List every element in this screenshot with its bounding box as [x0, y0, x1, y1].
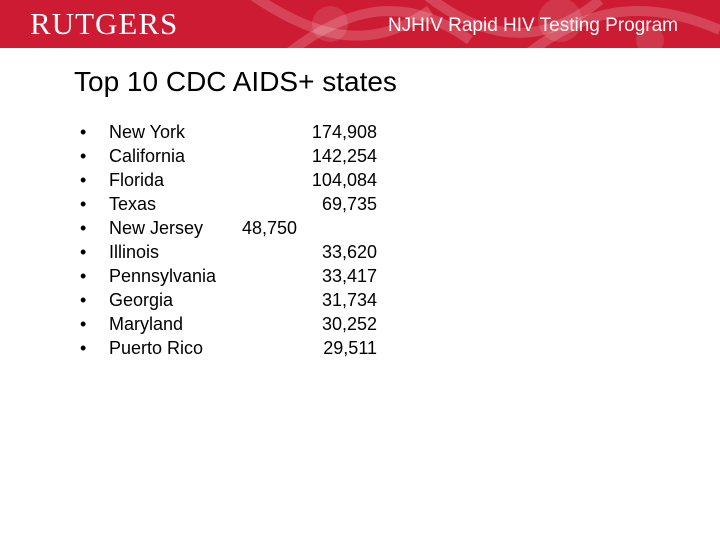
state-value: 33,620: [321, 242, 377, 262]
state-value: 33,417: [321, 266, 377, 286]
state-name: New Jersey: [109, 218, 204, 238]
state-row: • Florida 104,084: [80, 168, 400, 192]
state-name: Pennsylvania: [109, 266, 217, 286]
bullet-icon: •: [80, 218, 87, 238]
state-name: Maryland: [109, 314, 184, 334]
bullet-icon: •: [80, 266, 87, 286]
state-name: Puerto Rico: [109, 338, 204, 358]
program-title: NJHIV Rapid HIV Testing Program: [387, 15, 678, 36]
state-value: 48,750: [242, 218, 298, 238]
state-list: • New York 174,908 • California 142,254 …: [80, 120, 400, 360]
state-value: 174,908: [311, 122, 377, 142]
state-row: • Maryland 30,252: [80, 312, 400, 336]
bullet-icon: •: [80, 122, 87, 142]
state-value: 31,734: [321, 290, 377, 310]
state-name: Texas: [109, 194, 157, 214]
slide-title: Top 10 CDC AIDS+ states: [74, 66, 397, 97]
bullet-icon: •: [80, 338, 87, 358]
state-value: 142,254: [311, 146, 377, 166]
bullet-icon: •: [80, 146, 87, 166]
state-value: 69,735: [321, 194, 377, 214]
bullet-icon: •: [80, 242, 87, 262]
bullet-icon: •: [80, 170, 87, 190]
state-row: • Georgia 31,734: [80, 288, 400, 312]
state-row: • Puerto Rico 29,511: [80, 336, 400, 360]
header-pattern-decoration: [250, 0, 720, 48]
state-name: Georgia: [109, 290, 174, 310]
header-bar: RUTGERS NJHIV Rapid HIV Testing Program: [0, 0, 720, 48]
state-row: • New York 174,908: [80, 120, 400, 144]
state-row: • Pennsylvania 33,417: [80, 264, 400, 288]
state-row: • Texas 69,735: [80, 192, 400, 216]
rutgers-logo: RUTGERS: [30, 6, 179, 41]
state-value: 29,511: [323, 338, 377, 358]
state-name: California: [109, 146, 186, 166]
bullet-icon: •: [80, 194, 87, 214]
state-value: 104,084: [311, 170, 377, 190]
state-name: Florida: [109, 170, 165, 190]
state-row: • New Jersey 48,750: [80, 216, 400, 240]
state-name: New York: [109, 122, 186, 142]
state-row: • Illinois 33,620: [80, 240, 400, 264]
state-name: Illinois: [109, 242, 160, 262]
state-row: • California 142,254: [80, 144, 400, 168]
state-value: 30,252: [321, 314, 377, 334]
bullet-icon: •: [80, 290, 87, 310]
bullet-icon: •: [80, 314, 87, 334]
